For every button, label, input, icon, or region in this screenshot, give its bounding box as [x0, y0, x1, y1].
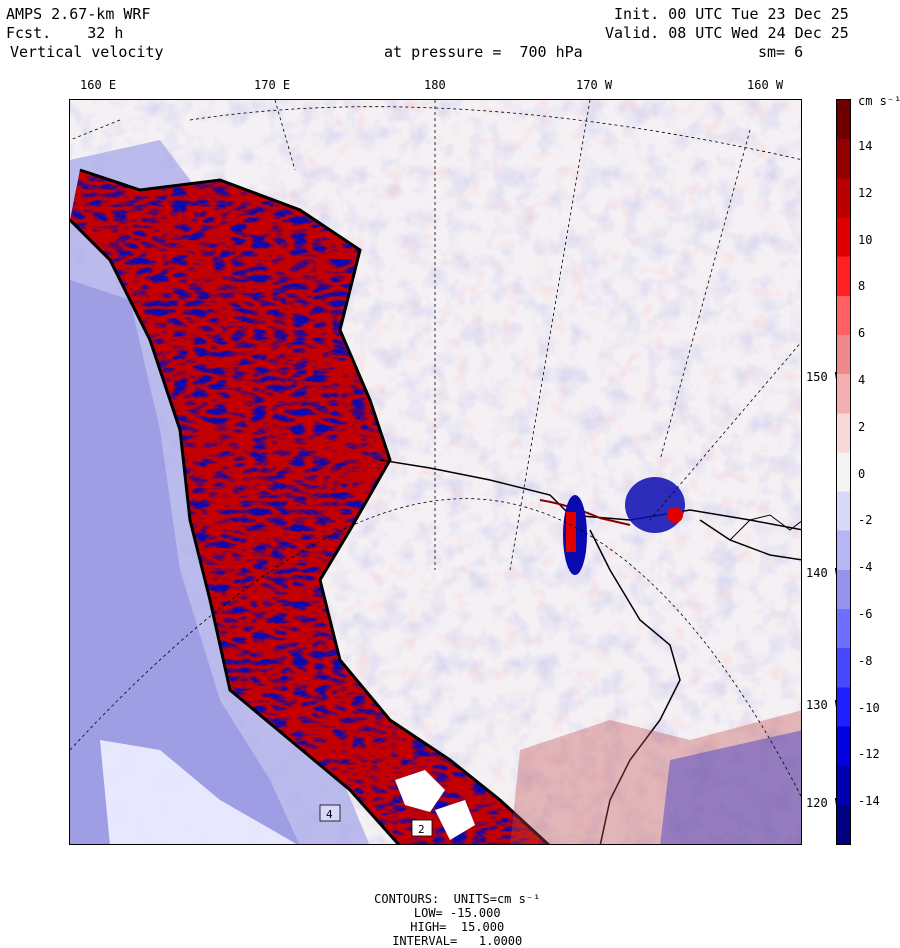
lon-label-170w: 170 W: [576, 78, 613, 92]
lon-label-170e: 170 E: [254, 78, 291, 92]
missing-data-patch: [395, 770, 445, 812]
islands: [729, 514, 801, 541]
forecast-hour: Fcst. 32 h: [6, 24, 124, 42]
colorbar-tick-label: 14: [858, 139, 873, 153]
contour-label-markers: 4 2: [319, 804, 433, 837]
model-title: AMPS 2.67-km WRF: [6, 5, 151, 23]
contour-low: LOW= -15.000: [413, 906, 501, 920]
colorbar-tick-label: 0: [858, 466, 866, 481]
field-name: Vertical velocity: [10, 43, 164, 61]
contour-interval: INTERVAL= 1.0000: [392, 934, 523, 948]
band-edge-west: [70, 218, 401, 844]
marker-label: 2: [418, 823, 425, 836]
colorbar-tick-label: -4: [858, 560, 873, 575]
band-edge-east: [79, 168, 551, 844]
graticule: [70, 100, 801, 798]
coastline: [589, 529, 681, 844]
vertical-velocity-map: 4 2: [70, 100, 801, 844]
plateau-descent-region: [70, 280, 300, 844]
lower-left-calm-area: [100, 740, 297, 844]
colorbar-tick-label: 4: [858, 373, 866, 387]
marker-label: 4: [326, 808, 333, 821]
colorbar-tick-label: 12: [858, 185, 873, 200]
strong-cell: [625, 477, 685, 533]
colorbar-tick-label: 2: [858, 419, 866, 434]
valid-time: Valid. 08 UTC Wed 24 Dec 25: [605, 24, 849, 42]
colorbar-tick-label: -12: [858, 747, 880, 762]
missing-data-patch: [435, 800, 475, 840]
lon-label-180: 180: [424, 78, 446, 92]
colorbar-tick-label: -8: [858, 653, 873, 668]
init-time: Init. 00 UTC Tue 23 Dec 25: [614, 5, 849, 23]
pressure-level: at pressure = 700 hPa: [384, 43, 583, 61]
contour-units: CONTOURS: UNITS=cm s⁻¹: [374, 892, 541, 906]
strong-cell: [667, 507, 683, 523]
colorbar-tick-label: -2: [858, 513, 873, 528]
colorbar-tick-label: -6: [858, 607, 873, 621]
colorbar-tick-label: -10: [858, 700, 880, 715]
smoothing: sm= 6: [758, 43, 804, 61]
lon-label-160e: 160 E: [80, 78, 117, 92]
colorbar-tick-label: 6: [858, 326, 866, 341]
lon-label-160w: 160 W: [747, 78, 784, 92]
colorbar-tick-label: -14: [858, 794, 880, 809]
colorbar: [836, 99, 851, 845]
strong-cell: [566, 512, 576, 552]
contour-high: HIGH= 15.000: [410, 920, 505, 934]
colorbar-units: cm s⁻¹: [858, 94, 900, 108]
map-panel: 4 2: [69, 99, 802, 845]
coastal-disturbance: [510, 710, 801, 844]
colorbar-tick-label: 10: [858, 232, 873, 247]
contour-info: CONTOURS: UNITS=cm s⁻¹ LOW= -15.000 HIGH…: [0, 878, 900, 948]
coastline-east: [699, 519, 801, 561]
colorbar-tick-label: 8: [858, 279, 866, 294]
coastal-disturbance-blue: [660, 730, 801, 844]
